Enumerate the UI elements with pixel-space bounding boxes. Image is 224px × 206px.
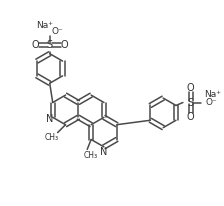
Text: Na⁺: Na⁺ (36, 21, 53, 30)
Text: N: N (46, 114, 54, 124)
Text: CH₃: CH₃ (45, 133, 59, 142)
Text: S: S (47, 40, 53, 50)
Text: O: O (187, 112, 195, 122)
Text: Na⁺: Na⁺ (204, 90, 221, 99)
Text: N: N (100, 147, 108, 157)
Text: O⁻: O⁻ (206, 98, 217, 107)
Text: O: O (187, 83, 195, 93)
Text: S: S (188, 97, 194, 108)
Text: O⁻: O⁻ (52, 27, 63, 36)
Text: O: O (31, 40, 39, 50)
Text: O: O (61, 40, 68, 50)
Text: CH₃: CH₃ (84, 151, 98, 160)
